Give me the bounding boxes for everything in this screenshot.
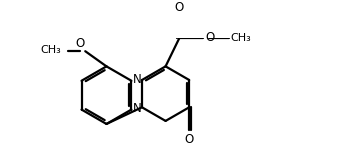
Text: O: O	[75, 37, 85, 50]
Text: CH₃: CH₃	[40, 46, 61, 55]
Text: N: N	[133, 102, 142, 115]
Text: O: O	[184, 133, 194, 146]
Text: O: O	[205, 31, 214, 44]
Text: CH₃: CH₃	[231, 33, 251, 43]
Text: N: N	[133, 73, 142, 86]
Text: O: O	[175, 1, 184, 14]
